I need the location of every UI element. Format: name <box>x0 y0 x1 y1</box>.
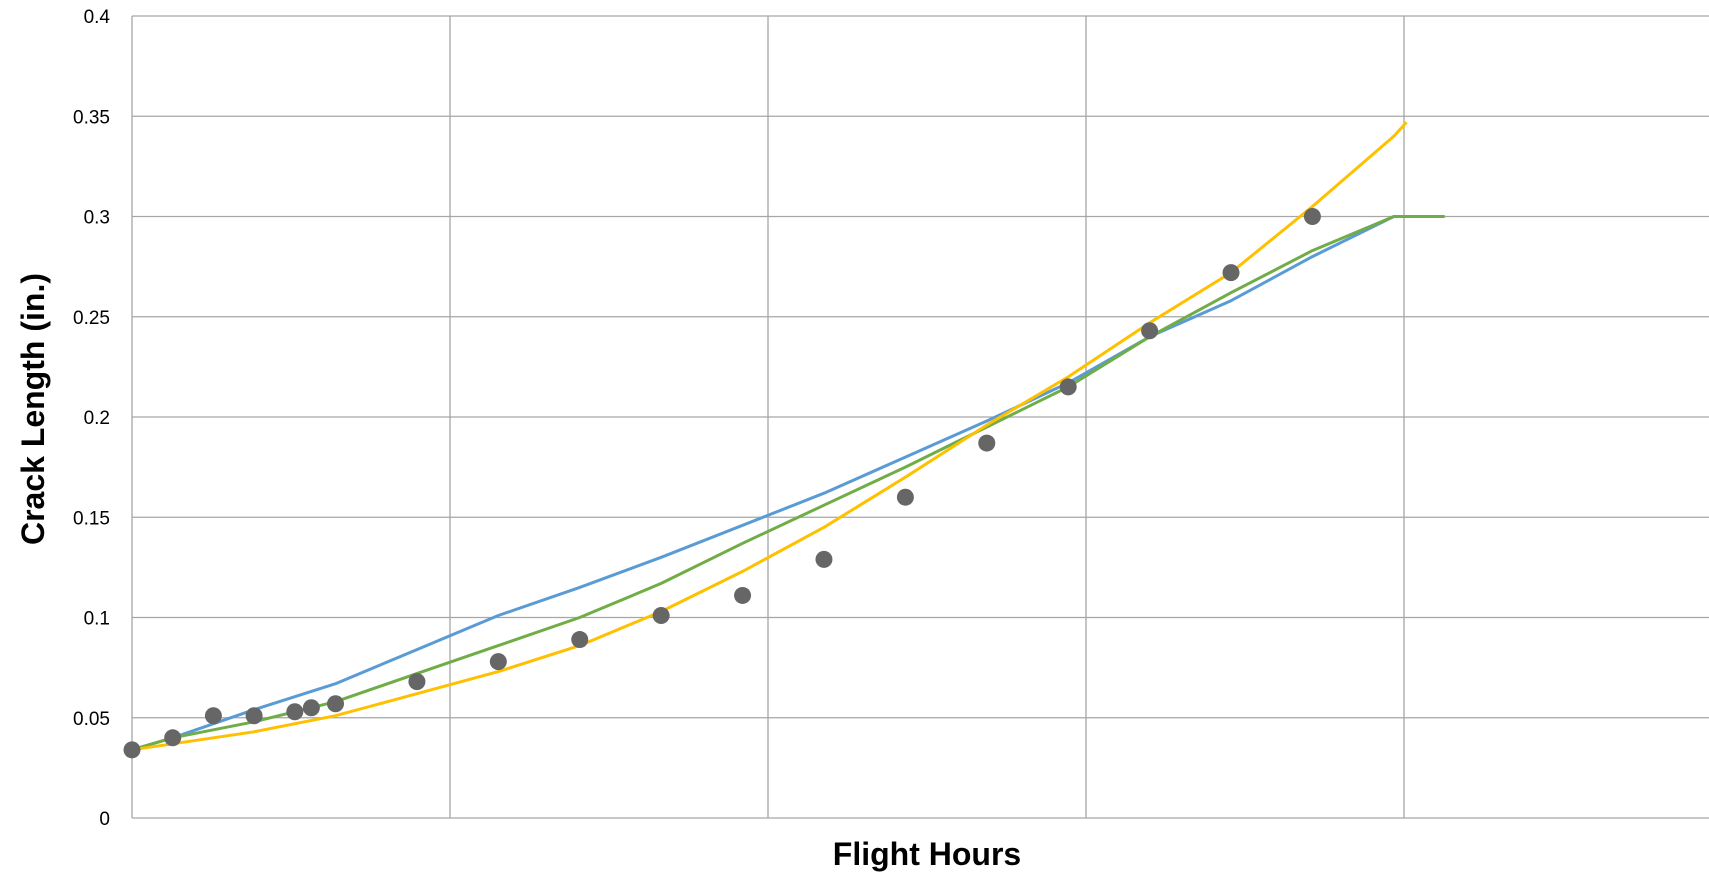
data-point <box>489 653 507 671</box>
data-point <box>1303 208 1321 225</box>
data-point <box>896 488 914 506</box>
y-tick-label: 0.1 <box>84 609 110 630</box>
data-point <box>1141 322 1159 340</box>
series-line-3 <box>131 121 1408 752</box>
gridlines <box>131 15 1709 819</box>
data-point <box>408 673 426 691</box>
series-line-1 <box>131 215 1395 752</box>
y-tick-label: 0.05 <box>73 709 110 730</box>
data-point <box>245 707 263 725</box>
data-point <box>123 741 141 759</box>
data-point <box>978 434 996 452</box>
data-point <box>164 729 182 747</box>
series-line-2 <box>131 215 1445 752</box>
data-point <box>327 695 345 713</box>
data-point <box>815 550 833 568</box>
series-lines <box>131 121 1445 752</box>
y-tick-label: 0 <box>99 809 110 830</box>
y-axis-title: Crack Length (in.) <box>15 273 51 545</box>
series-points <box>123 208 1321 759</box>
y-tick-label: 0.35 <box>73 107 110 128</box>
data-point <box>571 631 589 649</box>
y-axis-tick-labels: 0 0.05 0.1 0.15 0.2 0.25 0.3 0.35 0.4 <box>73 7 110 830</box>
y-tick-label: 0.15 <box>73 508 110 529</box>
y-tick-label: 0.2 <box>84 408 110 429</box>
y-tick-label: 0.4 <box>84 7 111 28</box>
data-point <box>652 606 670 624</box>
data-point <box>734 586 752 604</box>
data-point <box>204 707 222 725</box>
data-point <box>286 703 304 721</box>
data-point <box>302 699 320 717</box>
y-tick-label: 0.3 <box>84 208 110 229</box>
data-point <box>1059 378 1077 396</box>
y-tick-label: 0.25 <box>73 308 110 329</box>
x-axis-title: Flight Hours <box>833 836 1021 872</box>
data-point <box>1222 264 1240 282</box>
